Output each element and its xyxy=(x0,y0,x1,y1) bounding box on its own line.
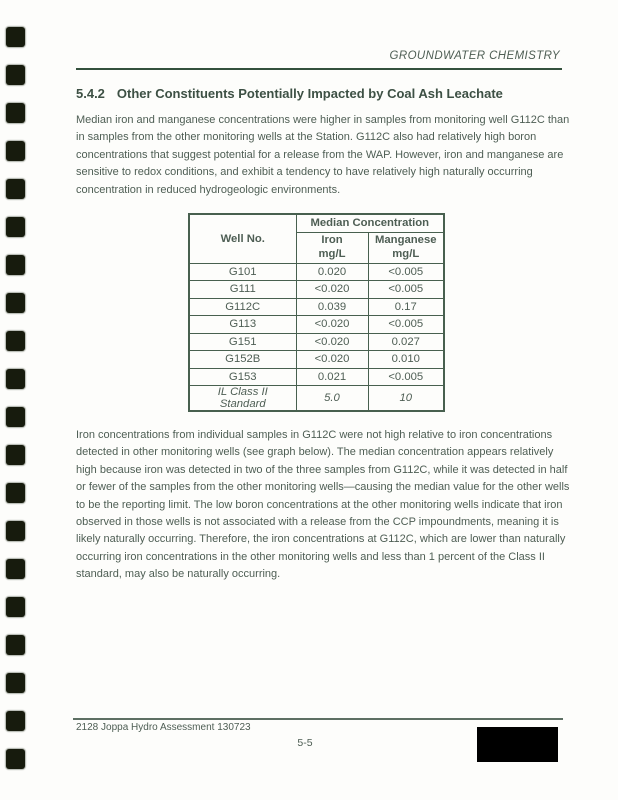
cell-iron: 5.0 xyxy=(295,385,369,412)
table-row: G113 <0.020 <0.005 xyxy=(188,315,445,334)
binding-hole xyxy=(6,27,25,47)
cell-well: G111 xyxy=(188,280,297,299)
binding-hole xyxy=(6,65,25,85)
binding-hole xyxy=(6,521,25,541)
binding-hole xyxy=(6,483,25,503)
binding-hole xyxy=(6,559,25,579)
cell-well: G152B xyxy=(188,350,297,369)
binding-hole xyxy=(6,445,25,465)
cell-well: G113 xyxy=(188,315,297,334)
paragraph-2: Iron concentrations from individual samp… xyxy=(76,429,570,581)
cell-iron: <0.020 xyxy=(295,280,369,299)
cell-manganese: 10 xyxy=(367,385,445,412)
cell-iron: 0.020 xyxy=(295,262,369,281)
col-header-iron: Iron mg/L xyxy=(295,231,369,264)
running-header: GROUNDWATER CHEMISTRY xyxy=(389,50,560,62)
paragraph-1: Median iron and manganese concentrations… xyxy=(76,114,570,196)
table-row: G152B <0.020 0.010 xyxy=(188,350,445,369)
cell-manganese: <0.005 xyxy=(367,315,445,334)
cell-manganese: <0.005 xyxy=(367,367,445,386)
binding-hole xyxy=(6,711,25,731)
binding-hole xyxy=(6,635,25,655)
binding-hole xyxy=(6,673,25,693)
col-header-manganese: Manganese mg/L xyxy=(367,231,445,264)
col-header-well: Well No. xyxy=(188,213,297,264)
binding-hole xyxy=(6,749,25,769)
cell-manganese: 0.17 xyxy=(367,297,445,316)
cell-iron: 0.039 xyxy=(295,297,369,316)
table-row-standard: IL Class II Standard 5.0 10 xyxy=(188,385,445,412)
cell-well: G101 xyxy=(188,262,297,281)
binding-hole xyxy=(6,255,25,275)
table-header-row: Well No. Median Concentration xyxy=(188,213,445,264)
footer-rule xyxy=(73,718,563,720)
cell-well: G153 xyxy=(188,367,297,386)
table-row: G153 0.021 <0.005 xyxy=(188,367,445,386)
binding-hole xyxy=(6,407,25,427)
cell-iron: <0.020 xyxy=(295,315,369,334)
cell-iron: 0.021 xyxy=(295,367,369,386)
binding-hole xyxy=(6,597,25,617)
binding-hole xyxy=(6,179,25,199)
table-row: G112C 0.039 0.17 xyxy=(188,297,445,316)
redaction-box xyxy=(477,727,558,762)
table-row: G111 <0.020 <0.005 xyxy=(188,280,445,299)
median-concentration-table: Well No. Median Concentration Iron mg/L … xyxy=(188,213,445,412)
col-header-group: Median Concentration xyxy=(295,213,445,233)
table-header-row: Iron mg/L Manganese mg/L xyxy=(189,231,445,264)
binding-hole xyxy=(6,103,25,123)
cell-iron: <0.020 xyxy=(295,350,369,369)
section-number: 5.4.2 xyxy=(76,86,105,101)
binding-hole xyxy=(6,141,25,161)
header-rule xyxy=(76,68,562,70)
cell-manganese: 0.027 xyxy=(367,332,445,351)
cell-manganese: <0.005 xyxy=(367,280,445,299)
binding-hole xyxy=(6,293,25,313)
binding-hole xyxy=(6,331,25,351)
cell-manganese: 0.010 xyxy=(367,350,445,369)
table-row: G151 <0.020 0.027 xyxy=(188,332,445,351)
table-row: G101 0.020 <0.005 xyxy=(188,262,445,281)
section-title: Other Constituents Potentially Impacted … xyxy=(116,86,503,101)
cell-well: G151 xyxy=(188,332,297,351)
binding-hole xyxy=(6,217,25,237)
footer-doc-id: 2128 Joppa Hydro Assessment 130723 xyxy=(76,722,251,733)
page-number: 5-5 xyxy=(297,737,313,749)
cell-well: G112C xyxy=(188,297,297,316)
binding-hole xyxy=(6,369,25,389)
cell-manganese: <0.005 xyxy=(367,262,445,281)
cell-well: IL Class II Standard xyxy=(188,385,297,412)
section-heading: 5.4.2 Other Constituents Potentially Imp… xyxy=(76,86,576,101)
cell-iron: <0.020 xyxy=(295,332,369,351)
